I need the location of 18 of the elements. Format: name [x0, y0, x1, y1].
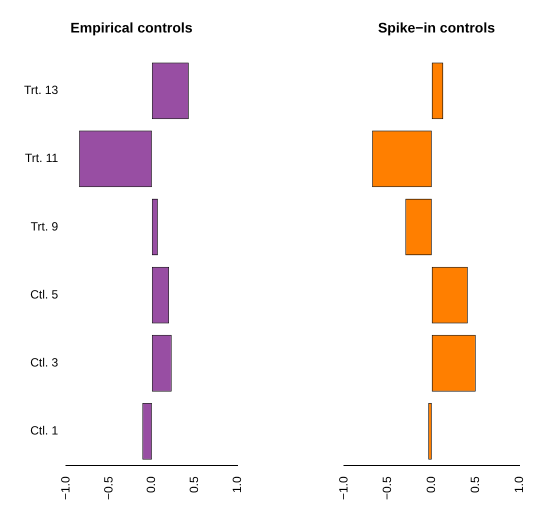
y-tick-label: Ctl. 3 [30, 355, 59, 370]
chart-title: Spike−in controls [378, 19, 496, 36]
x-tick-label: 1.0 [230, 476, 244, 493]
x-tick-label: 0.5 [187, 476, 202, 493]
x-tick-label: −1.0 [336, 476, 350, 500]
chart-title: Empirical controls [70, 19, 193, 36]
x-tick-label: −1.0 [58, 476, 73, 500]
y-tick-label: Trt. 9 [30, 219, 59, 234]
y-tick-label: Trt. 13 [24, 83, 59, 98]
x-tick-label: 0.5 [468, 476, 482, 493]
y-tick-label: Ctl. 1 [30, 424, 59, 438]
x-tick-label: 0.0 [144, 476, 158, 493]
x-tick-label: −0.5 [101, 476, 116, 500]
x-tick-label: 1.0 [512, 476, 526, 493]
x-tick-label: −0.5 [380, 476, 394, 500]
x-tick-label: 0.0 [424, 476, 438, 493]
y-tick-label: Trt. 11 [24, 151, 59, 166]
y-tick-label: Ctl. 5 [30, 287, 59, 302]
